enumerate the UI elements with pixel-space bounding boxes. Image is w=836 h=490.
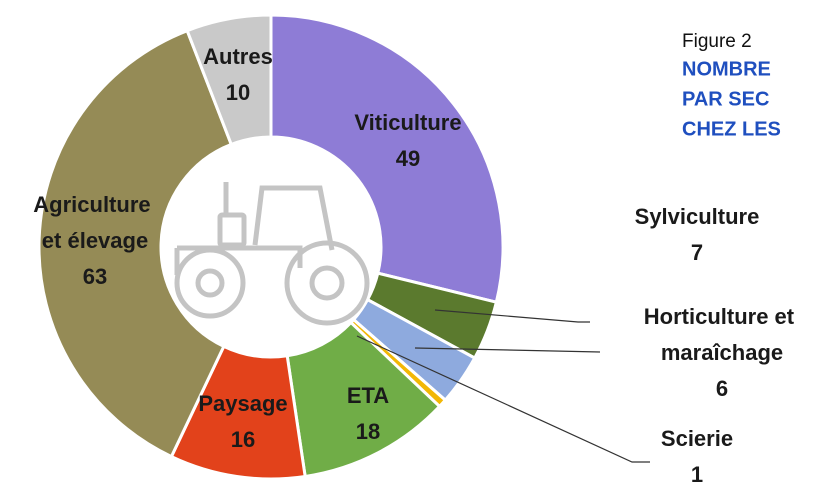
slice [185, 13, 273, 147]
leader-line [356, 335, 650, 463]
title-line: NOMBRE [682, 58, 771, 80]
slice-label: Scierie [661, 426, 733, 451]
value-label: 10 [226, 80, 250, 105]
slice-label: Viticulture [354, 110, 461, 135]
title-line: PAR SEC [682, 88, 769, 110]
value-label: 63 [83, 264, 107, 289]
slices [37, 13, 505, 481]
slice-label: Autres [203, 44, 273, 69]
leader-line [414, 347, 601, 353]
title-line: CHEZ LES [682, 118, 781, 140]
icon-part [309, 265, 345, 301]
icon-part [284, 240, 370, 326]
icon-part [177, 245, 303, 268]
slice-label: Horticulture et maraîchage [644, 304, 800, 365]
value-label: 7 [691, 240, 703, 265]
leader-line [434, 309, 590, 323]
icon-part [252, 185, 335, 251]
figure-label: Figure 2 [682, 31, 752, 52]
tractor-icon [174, 182, 370, 326]
value-label: 18 [356, 419, 380, 444]
slice-label: ETA [347, 383, 389, 408]
value-label: 1 [691, 462, 703, 487]
value-label: 49 [396, 146, 420, 171]
slice [269, 13, 505, 305]
icon-part [195, 268, 225, 298]
slice-label: Paysage [198, 391, 287, 416]
value-label: 16 [231, 427, 255, 452]
value-label: 6 [716, 376, 728, 401]
slice [37, 28, 234, 459]
slice-label: Agriculture et élevage [33, 192, 156, 253]
icon-part [217, 212, 247, 248]
icon-part [174, 247, 246, 319]
slice-label: Sylviculture [635, 204, 760, 229]
labels: Viticulture 49 Sylviculture 7 Horticulture e… [33, 44, 800, 487]
leader-lines [356, 309, 650, 463]
title: NOMBRE PAR SEC CHEZ LES [682, 58, 781, 140]
